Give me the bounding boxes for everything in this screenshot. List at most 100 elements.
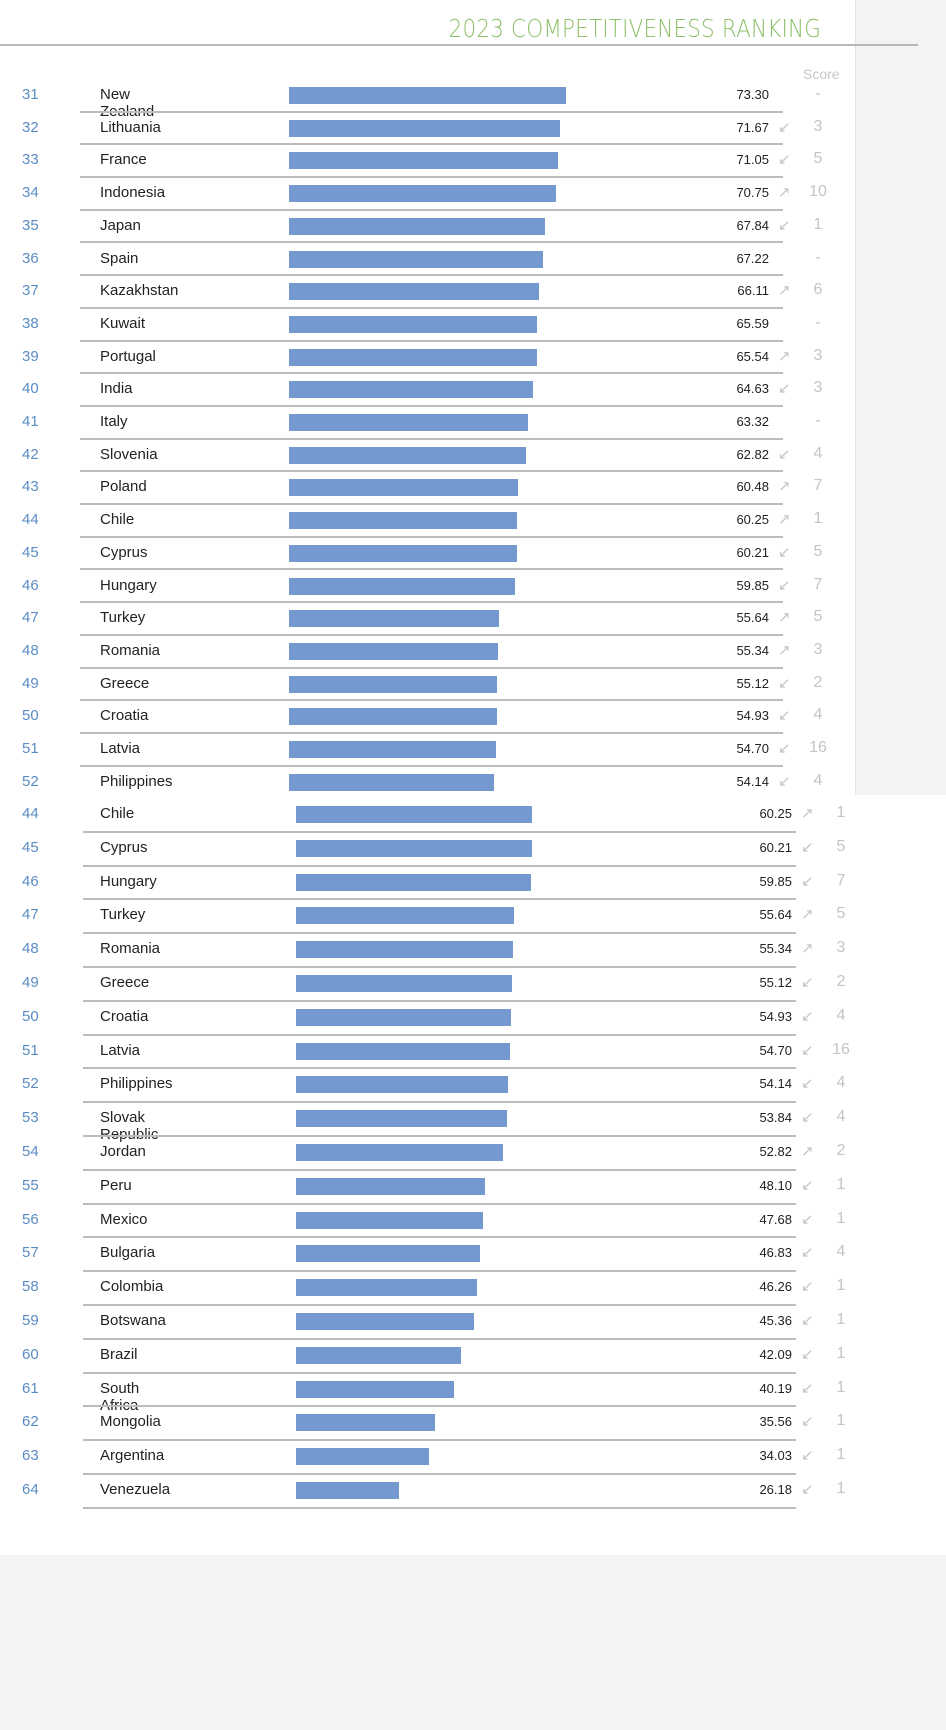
rank-change: 4 [836, 1243, 846, 1261]
country-label: Turkey [100, 906, 146, 924]
row-divider [83, 1405, 796, 1408]
arrow-down-icon: ↙ [778, 151, 791, 169]
score-bar [296, 1279, 478, 1297]
rank-label: 58 [22, 1278, 39, 1296]
arrow-down-icon: ↙ [801, 1379, 814, 1397]
country-label: Latvia [100, 1041, 141, 1059]
score-bar [296, 1448, 430, 1466]
rank-label: 50 [22, 707, 39, 725]
score-bar [296, 1042, 511, 1060]
arrow-down-icon: ↙ [801, 1176, 814, 1194]
rank-label: 51 [22, 1041, 39, 1059]
rank-change: 1 [836, 1378, 846, 1396]
row-divider [80, 339, 783, 342]
rank-change: 4 [813, 444, 823, 462]
rank-change: 5 [813, 150, 823, 168]
country-label: Indonesia [100, 184, 166, 202]
country-label: Croatia [100, 1007, 149, 1025]
rank-change: 5 [836, 837, 846, 855]
row-divider [83, 1337, 796, 1340]
row-divider [80, 503, 783, 506]
arrow-down-icon: ↙ [801, 1481, 814, 1498]
country-label: Latvia [100, 740, 141, 757]
rank-change: 1 [836, 1311, 846, 1328]
rank-change: 3 [813, 379, 823, 397]
score-value: 59.85 [736, 577, 769, 593]
arrow-up-icon: ↗ [801, 940, 814, 958]
row-divider [83, 830, 796, 833]
row-divider [80, 666, 783, 669]
rank-label: 37 [22, 282, 39, 300]
score-value: 55.34 [759, 941, 792, 957]
score-bar [289, 250, 544, 268]
score-value: 26.18 [759, 1482, 792, 1497]
rank-change: 1 [836, 1480, 846, 1497]
country-label: Turkey [100, 609, 146, 627]
country-label: Brazil [100, 1345, 138, 1363]
rank-change: 4 [836, 1074, 846, 1092]
score-bar [289, 642, 499, 660]
score-bar [289, 119, 560, 137]
rank-label: 49 [22, 674, 39, 692]
country-label: Peru [100, 1176, 132, 1194]
country-label: Colombia [100, 1278, 164, 1296]
rank-label: 35 [22, 216, 39, 234]
rank-change: 4 [836, 1006, 846, 1024]
rank-change: 4 [836, 1108, 846, 1126]
rank-change: 3 [836, 939, 846, 957]
row-divider [80, 208, 783, 211]
row-divider [80, 306, 783, 309]
score-value: 60.21 [736, 544, 769, 560]
country-label: Cyprus [100, 543, 148, 561]
score-bar [289, 544, 517, 562]
score-value: 55.64 [736, 610, 769, 626]
row-divider [80, 372, 783, 375]
country-label: France [100, 151, 147, 169]
country-label: Poland [100, 478, 147, 496]
row-divider [83, 932, 796, 935]
row-divider [80, 601, 783, 604]
row-divider [83, 1270, 796, 1273]
rank-change: - [815, 248, 821, 266]
arrow-down-icon: ↙ [801, 1007, 814, 1025]
score-bar [289, 152, 558, 170]
row-divider [83, 1067, 796, 1070]
score-bar [289, 446, 527, 464]
arrow-down-icon: ↙ [778, 576, 791, 594]
arrow-down-icon: ↙ [778, 380, 791, 398]
score-value: 55.34 [736, 642, 769, 658]
rank-change: 5 [836, 905, 846, 923]
score-value: 71.05 [736, 152, 769, 168]
country-label: Italy [100, 413, 128, 430]
arrow-up-icon: ↗ [778, 347, 791, 365]
score-bar [289, 217, 546, 235]
score-bar [296, 1110, 508, 1128]
rank-change: 7 [813, 477, 823, 495]
row-divider [80, 731, 783, 734]
rank-label: 40 [22, 380, 39, 398]
rank-label: 46 [22, 872, 39, 890]
row-divider [83, 1303, 796, 1306]
arrow-down-icon: ↙ [801, 838, 814, 856]
row-divider [83, 1033, 796, 1036]
score-bar [289, 283, 539, 301]
ranking-panel-top: 2023 COMPETITIVENESS RANKING Score 31 New… [0, 0, 918, 800]
row-divider [83, 898, 796, 901]
score-value: 55.64 [759, 907, 792, 923]
arrow-down-icon: ↙ [801, 1278, 814, 1296]
arrow-down-icon: ↙ [801, 872, 814, 890]
row-divider [80, 470, 783, 473]
rank-label: 33 [22, 151, 39, 169]
score-value: 64.63 [736, 381, 769, 397]
score-bar [296, 873, 531, 891]
score-value: 67.84 [736, 217, 769, 233]
rank-change: 3 [813, 346, 823, 364]
score-bar [289, 512, 517, 530]
score-bar [289, 479, 518, 497]
country-label: Slovenia [100, 445, 158, 463]
score-value: 46.83 [759, 1245, 792, 1261]
rank-label: 46 [22, 576, 39, 594]
score-value: 46.26 [759, 1279, 792, 1295]
score-value: 52.82 [759, 1144, 792, 1159]
score-value: 54.14 [759, 1076, 792, 1092]
